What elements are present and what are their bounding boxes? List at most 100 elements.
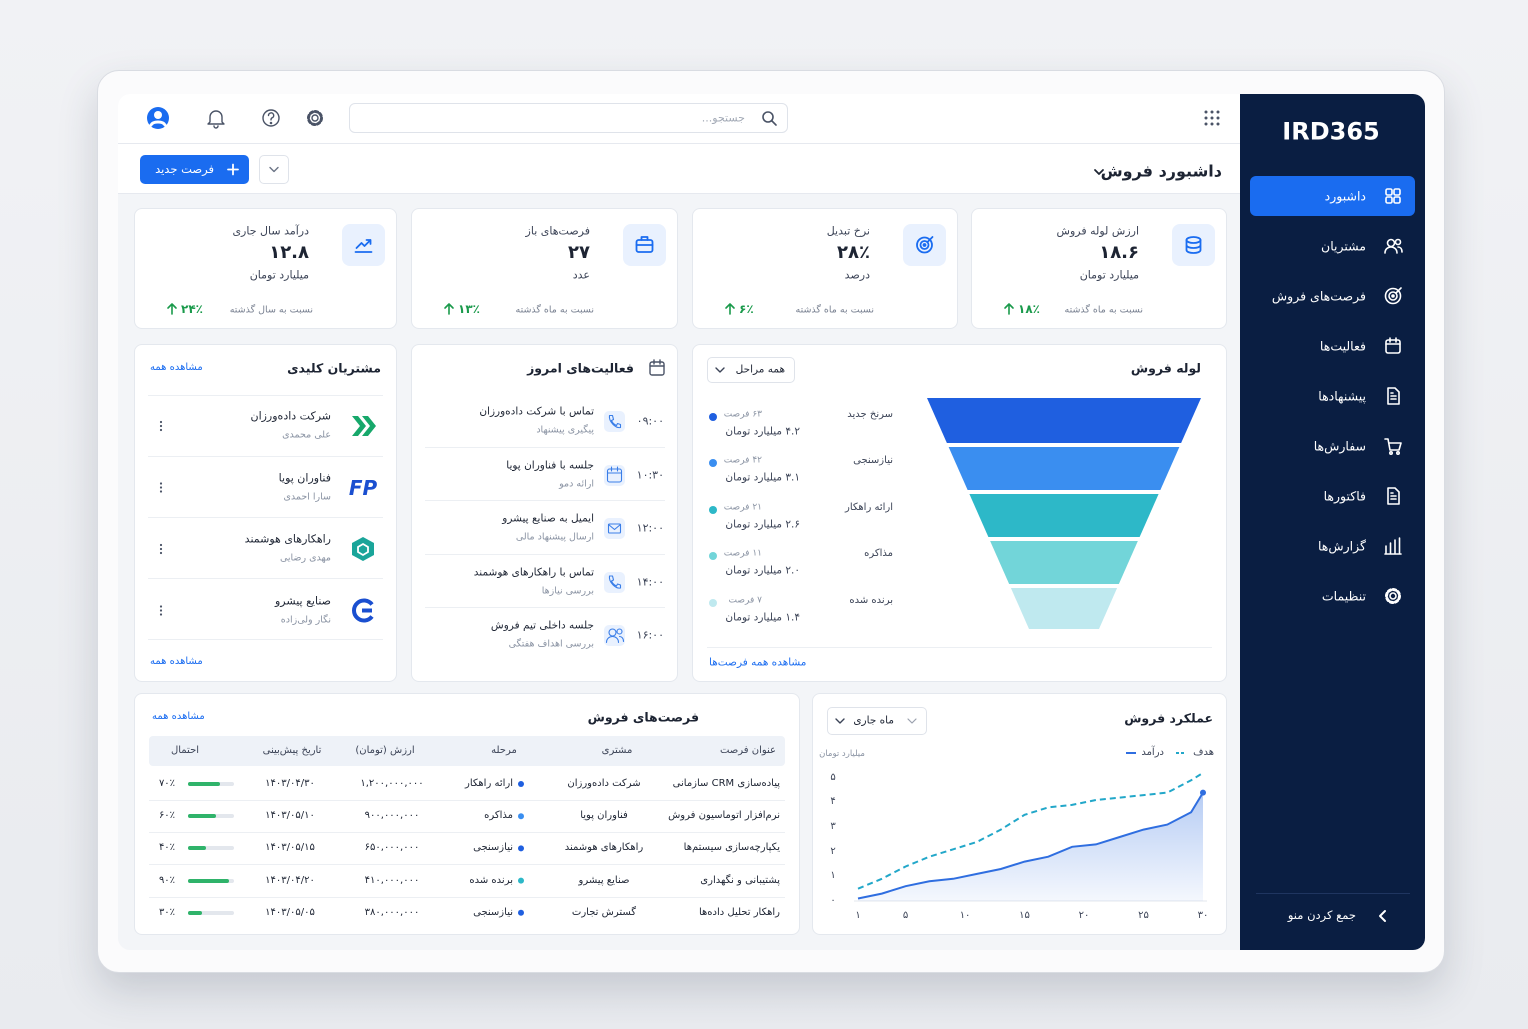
kpi-compare: نسبت به سال گذشته: [229, 304, 313, 316]
activity-icon-box: [604, 571, 625, 593]
stage-count: ۶۳ فرصت: [723, 409, 762, 420]
cell-probability: ۶۰٪: [158, 810, 176, 822]
y-tick-label: ۳: [830, 821, 836, 833]
row-separator: [148, 578, 383, 579]
legend-label: درآمد: [1141, 747, 1164, 758]
probability-bar: [188, 782, 221, 786]
column-header: تاریخ پیش‌بینی: [262, 745, 322, 756]
search-box[interactable]: [349, 103, 788, 133]
card-title: مشتریان کلیدی: [287, 360, 381, 376]
y-tick-label: ۱: [830, 870, 836, 882]
view-all-link[interactable]: مشاهده همه: [152, 711, 205, 722]
kpi-value: ۲۷: [568, 242, 590, 264]
activity-time: ۱۴:۰۰: [636, 574, 664, 588]
stage-name: نیازسنجی: [853, 455, 893, 466]
kpi-value: ۲۸٪: [837, 242, 870, 264]
customer-name: شرکت داده‌ورزان: [250, 409, 331, 423]
kpi-unit: میلیارد تومان: [249, 268, 309, 282]
customer-name: صنایع پیشرو: [275, 593, 331, 607]
menu-label[interactable]: فعالیت‌ها: [1319, 338, 1366, 354]
filter-label[interactable]: ماه جاری: [853, 714, 894, 727]
activity-time: ۰۹:۰۰: [636, 414, 664, 428]
menu-label[interactable]: پیشنهادها: [1318, 388, 1366, 404]
kpi-icon-box: [1172, 224, 1215, 266]
cell-title: یکپارچه‌سازی سیستم‌ها: [683, 842, 780, 854]
logo-text: FP: [348, 475, 378, 500]
row-separator: [425, 607, 665, 608]
cell-date: ۱۴۰۳/۰۵/۱۰: [265, 810, 315, 822]
kpi-title: ارزش لوله فروش: [1056, 224, 1139, 238]
x-tick-label: ۱: [855, 910, 861, 921]
row-separator: [149, 800, 785, 801]
column-header: عنوان فرصت: [719, 745, 777, 756]
cell-probability: ۷۰٪: [158, 778, 176, 789]
new-button-label[interactable]: فرصت جدید: [155, 161, 214, 176]
cell-amount: ۶۵۰,۰۰۰,۰۰۰: [364, 842, 420, 854]
activity-title: جلسه با فناوران پویا: [506, 459, 594, 472]
activity-icon-box: [604, 625, 625, 646]
cell-stage: مذاکره: [484, 810, 513, 822]
view-all-link[interactable]: مشاهده همه: [150, 656, 203, 667]
menu-label[interactable]: داشبورد: [1324, 188, 1366, 204]
activity-desc: پیگیری پیشنهاد: [536, 424, 594, 436]
x-tick-label: ۳۰: [1197, 910, 1209, 921]
stage-name: مذاکره: [864, 548, 893, 559]
stage-value: ۲.۰ میلیارد تومان: [725, 564, 800, 577]
legend-label: هدف: [1193, 747, 1214, 758]
activity-time: ۱۰:۳۰: [636, 467, 664, 481]
row-separator: [149, 864, 785, 866]
menu-label[interactable]: فاکتورها: [1323, 488, 1366, 504]
sidebar: [1240, 94, 1425, 950]
activity-time: ۱۶:۰۰: [636, 628, 664, 642]
menu-label[interactable]: سفارش‌ها: [1313, 438, 1366, 454]
x-tick-label: ۲۵: [1138, 910, 1149, 921]
row-separator: [148, 456, 383, 457]
menu-label[interactable]: فرصت‌های فروش: [1271, 288, 1366, 304]
axis-label: میلیارد تومان: [819, 748, 865, 759]
activity-desc: ارسال پیشنهاد مالی: [515, 531, 594, 543]
kpi-compare: نسبت به ماه گذشته: [515, 304, 594, 316]
activity-title: تماس با راهکارهای هوشمند: [473, 566, 594, 579]
stage-name: برنده شده: [849, 595, 893, 606]
row-separator: [148, 639, 383, 640]
row-separator: [425, 500, 665, 501]
filter-label[interactable]: همه مراحل: [735, 363, 785, 376]
customer-contact: علی محمدی: [282, 429, 331, 441]
kpi-compare: نسبت به ماه گذشته: [795, 304, 874, 316]
probability-bar: [188, 814, 216, 819]
cell-amount: ۴۱۰,۰۰۰,۰۰۰: [364, 874, 420, 886]
x-tick-label: ۱۰: [959, 910, 971, 921]
menu-label[interactable]: مشتریان: [1321, 238, 1366, 254]
customer-contact: مهدی رضایی: [279, 552, 331, 564]
x-tick-label: ۵: [902, 910, 909, 921]
column-header: مرحله: [491, 745, 517, 756]
cell-title: پشتیبانی و نگهداری: [700, 874, 780, 886]
activity-desc: بررسی اهداف هفتگی: [508, 638, 594, 650]
cell-date: ۱۴۰۳/۰۴/۳۰: [265, 778, 315, 789]
menu-label[interactable]: تنظیمات: [1321, 588, 1366, 604]
kpi-unit: درصد: [844, 268, 870, 282]
kpi-change: ۲۴٪: [181, 301, 203, 316]
kpi-icon-box: [623, 224, 666, 266]
menu-label[interactable]: گزارش‌ها: [1317, 538, 1366, 554]
y-tick-label: ۰: [830, 895, 836, 906]
activity-title: ایمیل به صنایع پیشرو: [502, 512, 594, 525]
kpi-unit: میلیارد تومان: [1079, 268, 1139, 282]
dropdown-button[interactable]: [259, 155, 289, 184]
view-all-link[interactable]: مشاهده همه فرصت‌ها: [709, 656, 807, 669]
search-placeholder[interactable]: جستجو...: [701, 111, 745, 125]
stage-value: ۲.۶ میلیارد تومان: [725, 518, 800, 531]
view-all-link[interactable]: مشاهده همه: [150, 362, 203, 373]
cell-stage: برنده شده: [469, 874, 513, 886]
cell-probability: ۹۰٪: [158, 874, 176, 886]
activity-title: تماس با شرکت داده‌ورزان: [479, 405, 594, 418]
sidebar-separator: [1256, 893, 1410, 894]
collapse-menu[interactable]: جمع کردن منو: [1287, 908, 1356, 923]
cell-customer: فناوران پویا: [580, 810, 628, 822]
cell-probability: ۴۰٪: [158, 842, 176, 854]
activity-desc: بررسی نیازها: [541, 584, 594, 596]
opportunities-card: [134, 693, 800, 935]
kpi-change: ۱۳٪: [458, 301, 480, 316]
customer-contact: نگار ولی‌زاده: [280, 613, 331, 625]
menu-item-active[interactable]: [1250, 176, 1415, 216]
